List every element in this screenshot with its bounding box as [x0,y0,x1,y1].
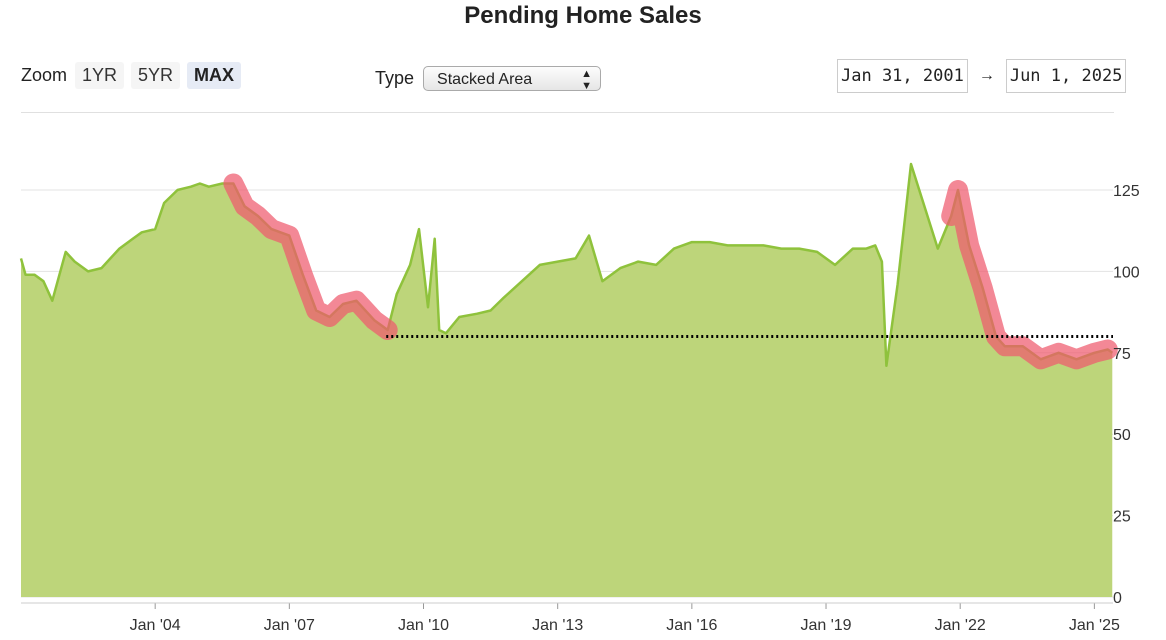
zoom-1yr-button[interactable]: 1YR [75,62,125,89]
x-tick-label: Jan '22 [935,617,986,634]
x-tick-label: Jan '19 [800,617,851,634]
x-tick-label: Jan '13 [532,617,583,634]
chart-type-value: Stacked Area [437,71,533,88]
y-tick-label: 100 [1113,264,1140,281]
select-updown-icon: ▲ ▼ [581,68,593,92]
y-tick-label: 0 [1113,590,1122,607]
x-tick-label: Jan '25 [1069,617,1120,634]
y-tick-label: 50 [1113,427,1131,444]
y-tick-label: 125 [1113,183,1140,200]
highlight-segment-1 [223,173,398,340]
x-tick-label: Jan '07 [264,617,315,634]
type-label: Type [375,68,415,88]
controls-divider [21,112,1114,113]
y-tick-label: 25 [1113,509,1131,526]
zoom-5yr-button[interactable]: 5YR [131,62,181,89]
highlight-segment-2 [941,180,1118,370]
date-range: Jan 31, 2001 → Jun 1, 2025 [837,59,1127,93]
series-line [19,162,1114,368]
start-date-input[interactable]: Jan 31, 2001 [837,59,968,93]
zoom-label: Zoom [21,65,68,85]
y-tick-label: 75 [1113,346,1131,363]
arrow-right-icon: → [978,67,995,84]
x-tick-label: Jan '04 [130,617,181,634]
zoom-controls: Zoom 1YR 5YR MAX [21,62,248,89]
series-area [21,164,1113,597]
x-tick-label: Jan '16 [666,617,717,634]
chart-title: Pending Home Sales [464,2,702,29]
end-date-input[interactable]: Jun 1, 2025 [1005,59,1127,93]
type-control: Type Stacked Area ▲ ▼ [375,66,602,92]
zoom-max-button[interactable]: MAX [187,62,242,89]
x-tick-label: Jan '10 [398,617,449,634]
chart-type-select[interactable]: Stacked Area ▲ ▼ [423,66,602,92]
